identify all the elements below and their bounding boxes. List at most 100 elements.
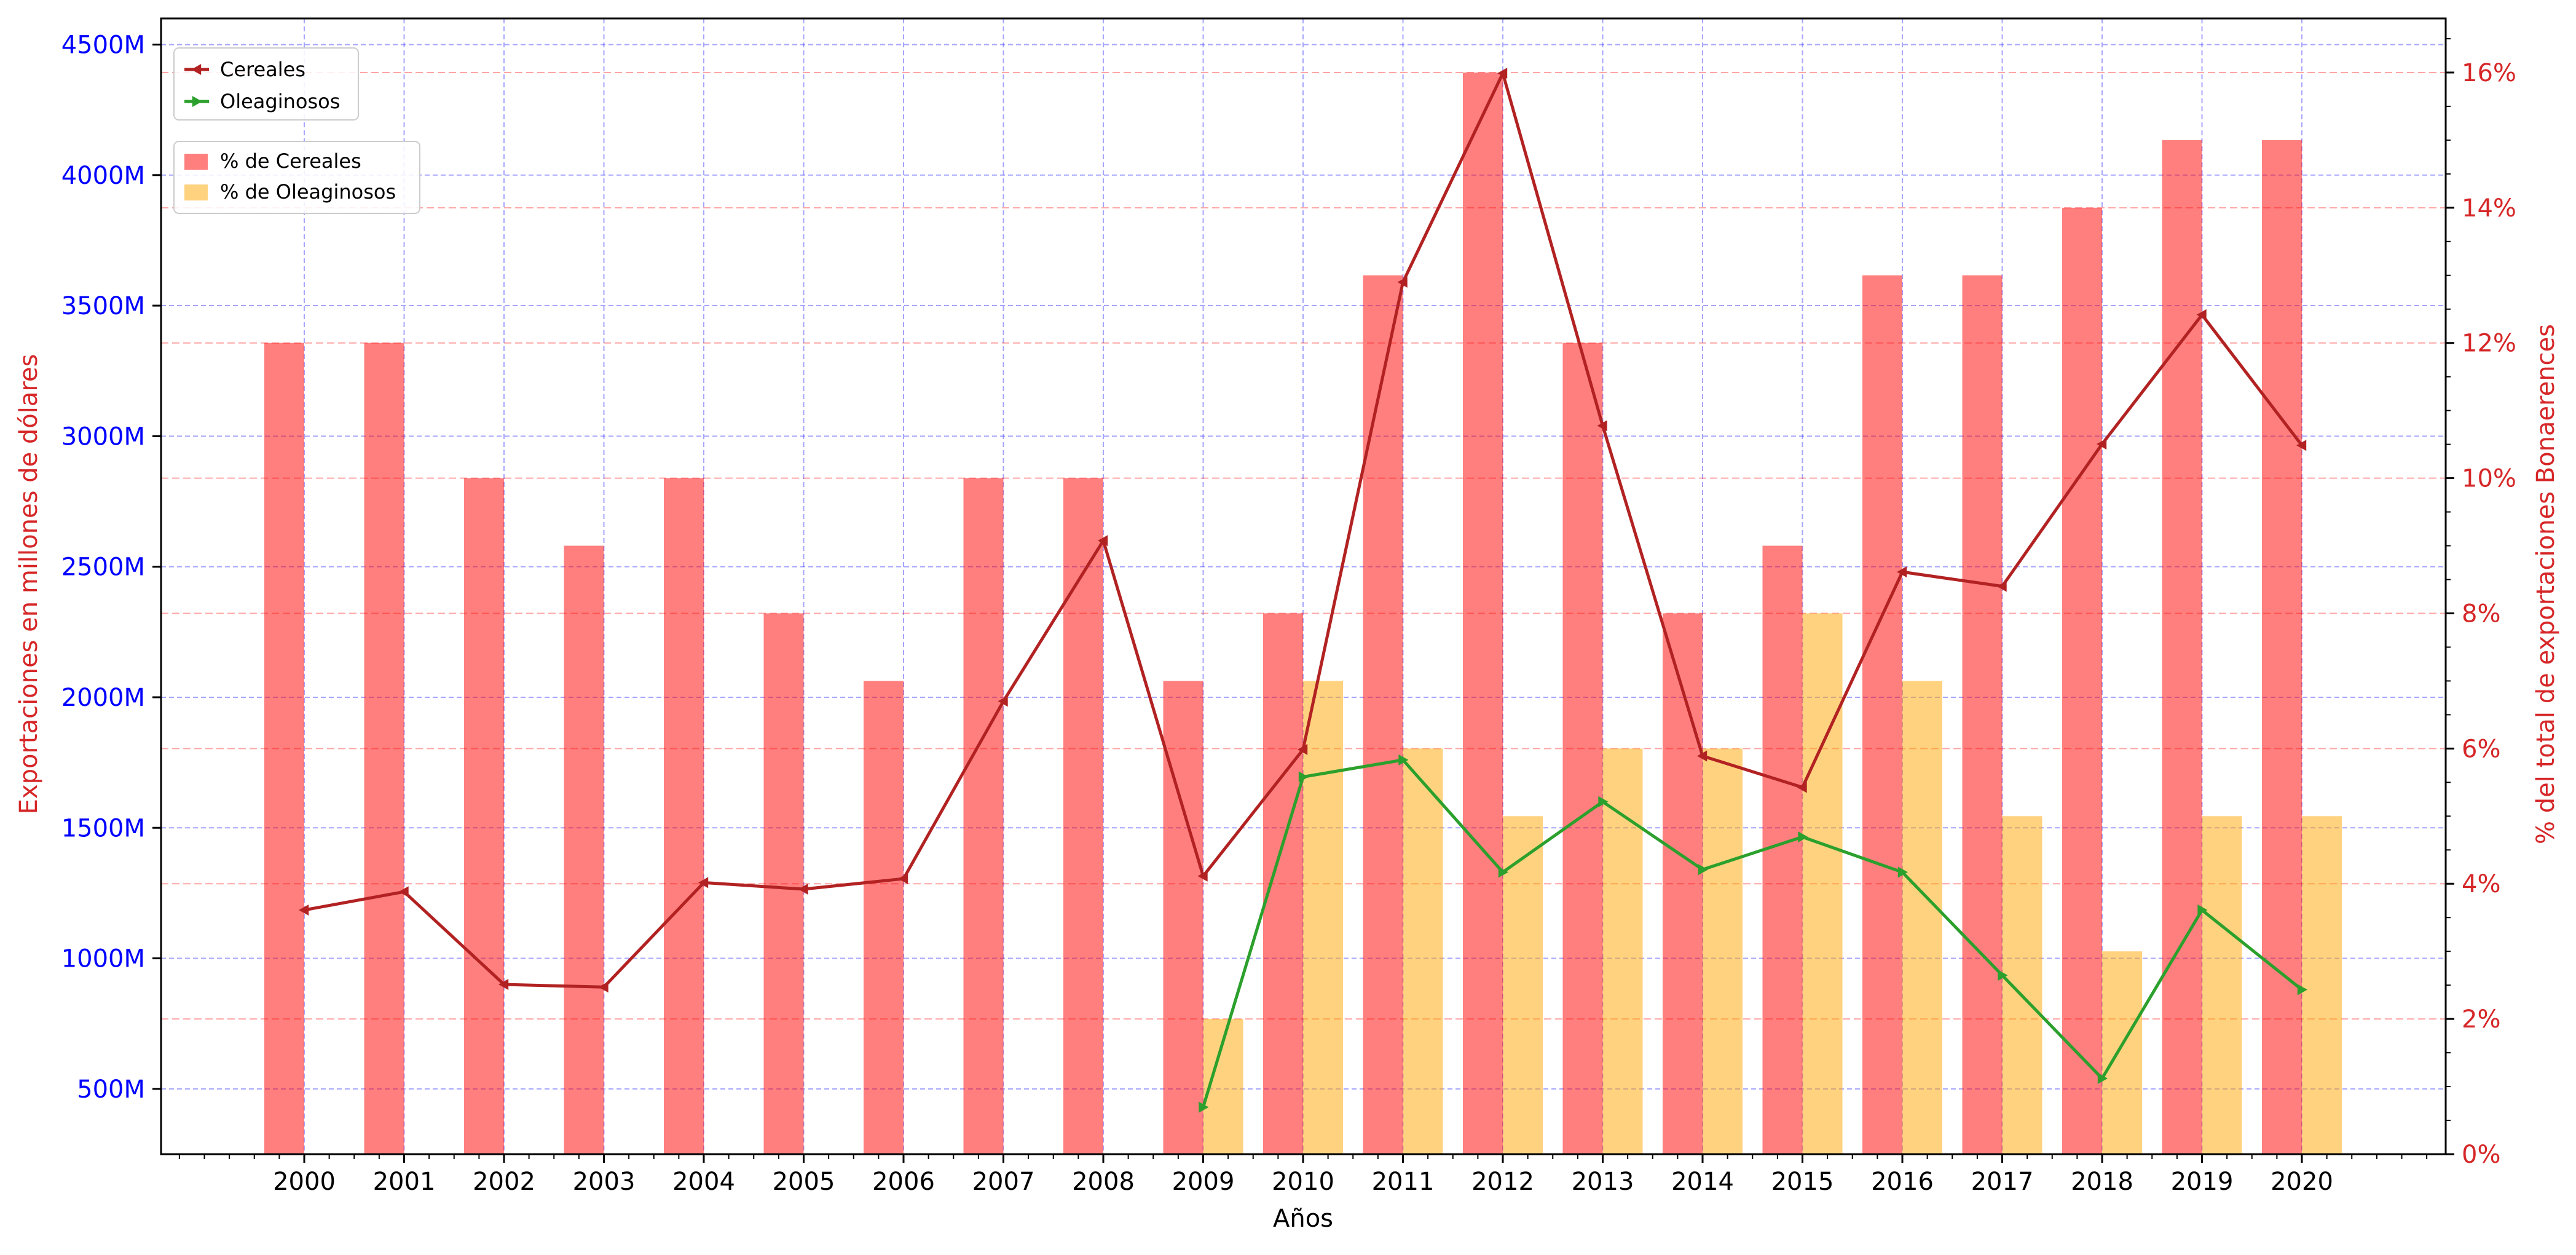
left-tick-label: 2000M bbox=[61, 684, 145, 712]
left-tick-label: 2500M bbox=[61, 553, 145, 582]
bar-cereales-pct bbox=[1263, 613, 1303, 1154]
bar-oleaginosos-pct bbox=[1703, 748, 1743, 1154]
bar-cereales-pct bbox=[1163, 681, 1203, 1154]
bar-oleaginosos-pct bbox=[1602, 748, 1643, 1154]
x-tick-label: 2002 bbox=[473, 1168, 535, 1196]
point-cereales bbox=[2296, 440, 2307, 451]
left-tick-label: 3500M bbox=[61, 292, 145, 320]
lines-layer bbox=[299, 68, 2307, 1113]
point-oleaginosos bbox=[1398, 754, 1409, 766]
left-tick-label: 1000M bbox=[61, 945, 145, 973]
x-tick-label: 2003 bbox=[573, 1168, 636, 1196]
right-tick-label: 0% bbox=[2462, 1141, 2500, 1169]
bars-layer bbox=[264, 72, 2342, 1155]
point-cereales bbox=[1897, 566, 1907, 578]
point-oleaginosos bbox=[1998, 970, 2008, 981]
point-oleaginosos bbox=[1897, 866, 1908, 878]
axes-layer: 500M 1000M 1500M 2000M 2500M 3000M 3500M 4000M 4… bbox=[61, 17, 2516, 1196]
point-cereales bbox=[798, 884, 808, 895]
bar-cereales-pct bbox=[864, 681, 904, 1154]
legend-lines-box bbox=[173, 47, 359, 121]
bar-cereales-pct bbox=[1762, 545, 1803, 1154]
x-tick-label: 2001 bbox=[373, 1168, 436, 1196]
point-cereales bbox=[2097, 438, 2107, 450]
bar-oleaginosos-pct bbox=[1902, 681, 1942, 1154]
point-cereales bbox=[1197, 870, 1208, 882]
bar-cereales-pct bbox=[2262, 140, 2302, 1155]
x-tick-label: 2013 bbox=[1572, 1168, 1634, 1196]
y-axis-right-label: % del total de exportaciones Bonaerences bbox=[2532, 324, 2560, 844]
right-tick-label: 16% bbox=[2462, 59, 2516, 87]
legend-line-marker bbox=[192, 96, 202, 107]
legend-bar-label: % de Oleaginosos bbox=[220, 180, 396, 204]
x-tick-label: 2014 bbox=[1671, 1168, 1734, 1196]
bar-cereales-pct bbox=[1862, 275, 1902, 1154]
bar-cereales-pct bbox=[664, 478, 704, 1154]
right-tick-label: 4% bbox=[2462, 870, 2500, 898]
point-cereales bbox=[1397, 276, 1408, 288]
bar-cereales-pct bbox=[963, 478, 1004, 1154]
point-cereales bbox=[1497, 68, 1508, 79]
bar-cereales-pct bbox=[264, 342, 304, 1154]
point-cereales bbox=[498, 979, 509, 991]
x-tick-label: 2007 bbox=[972, 1168, 1035, 1196]
x-tick-label: 2009 bbox=[1172, 1168, 1235, 1196]
bar-cereales-pct bbox=[1663, 613, 1703, 1154]
bar-cereales-pct bbox=[1363, 275, 1403, 1154]
point-oleaginosos bbox=[1798, 831, 1808, 843]
bar-cereales-pct bbox=[364, 342, 404, 1154]
point-oleaginosos bbox=[1598, 796, 1609, 807]
left-tick-label: 500M bbox=[77, 1075, 145, 1104]
bar-cereales-pct bbox=[2162, 140, 2202, 1155]
point-cereales bbox=[1797, 782, 1807, 793]
point-oleaginosos bbox=[2097, 1072, 2108, 1084]
point-cereales bbox=[1697, 750, 1707, 762]
x-tick-label: 2019 bbox=[2171, 1168, 2234, 1196]
x-tick-label: 2016 bbox=[1871, 1168, 1934, 1196]
bar-cereales-pct bbox=[564, 545, 604, 1154]
bar-cereales-pct bbox=[1962, 275, 2003, 1154]
x-tick-label: 2015 bbox=[1771, 1168, 1834, 1196]
bar-cereales-pct bbox=[1562, 342, 1603, 1154]
x-tick-label: 2017 bbox=[1971, 1168, 2034, 1196]
x-tick-label: 2010 bbox=[1272, 1168, 1334, 1196]
legend-bar-swatch bbox=[184, 184, 208, 200]
x-tick-label: 2004 bbox=[672, 1168, 735, 1196]
point-cereales bbox=[1098, 535, 1108, 547]
point-cereales bbox=[299, 905, 309, 916]
point-cereales bbox=[698, 877, 709, 889]
right-tick-label: 14% bbox=[2462, 194, 2516, 223]
x-tick-label: 2006 bbox=[872, 1168, 935, 1196]
right-tick-label: 6% bbox=[2462, 735, 2500, 763]
bar-cereales-pct bbox=[763, 613, 804, 1154]
bar-oleaginosos-pct bbox=[2002, 816, 2042, 1154]
bar-oleaginosos-pct bbox=[1802, 613, 1843, 1154]
bar-oleaginosos-pct bbox=[2102, 951, 2142, 1154]
point-cereales bbox=[898, 873, 908, 885]
x-tick-label: 2018 bbox=[2071, 1168, 2133, 1196]
right-tick-label: 2% bbox=[2462, 1005, 2500, 1034]
legend-layer: Cereales Oleaginosos % de Cereales % de Ole… bbox=[173, 47, 420, 214]
x-tick-label: 2020 bbox=[2271, 1168, 2333, 1196]
x-tick-label: 2011 bbox=[1372, 1168, 1435, 1196]
point-cereales bbox=[1298, 743, 1308, 755]
y-axis-left-label: Exportaciones en millones de dólares bbox=[15, 354, 43, 815]
bar-cereales-pct bbox=[2062, 207, 2102, 1154]
bar-oleaginosos-pct bbox=[1503, 816, 1543, 1154]
legend-line-label: Oleaginosos bbox=[220, 90, 340, 113]
left-tick-label: 3000M bbox=[61, 422, 145, 451]
right-tick-label: 12% bbox=[2462, 330, 2516, 358]
point-cereales bbox=[1597, 420, 1607, 432]
right-tick-label: 8% bbox=[2462, 600, 2500, 628]
legend-line-marker bbox=[191, 64, 202, 75]
left-tick-label: 1500M bbox=[61, 814, 145, 842]
bar-oleaginosos-pct bbox=[2202, 816, 2242, 1154]
x-tick-label: 2012 bbox=[1471, 1168, 1534, 1196]
bar-cereales-pct bbox=[1063, 478, 1103, 1154]
point-cereales bbox=[598, 981, 609, 993]
x-tick-label: 2005 bbox=[773, 1168, 835, 1196]
point-oleaginosos bbox=[2197, 905, 2208, 916]
legend-bars-box bbox=[173, 141, 420, 214]
